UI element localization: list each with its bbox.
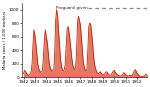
Y-axis label: Malaria cases / 1,000 workers: Malaria cases / 1,000 workers [3, 11, 7, 69]
Text: Proguanil given: Proguanil given [56, 6, 87, 10]
